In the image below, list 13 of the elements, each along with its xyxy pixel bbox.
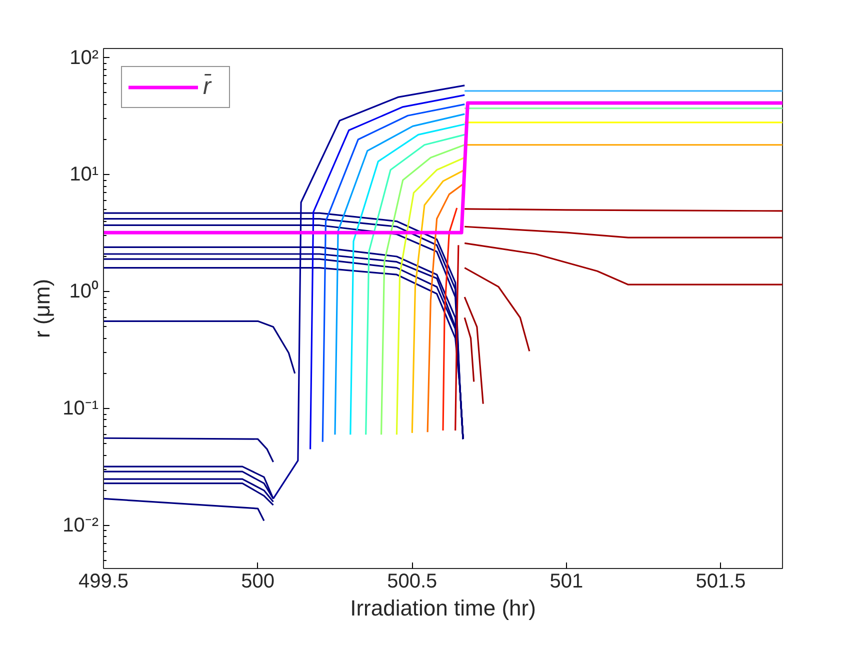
y-tick-label: 10⁻¹ [62,398,99,420]
y-tick-label: 10¹ [70,164,99,186]
x-tick-label: 500 [241,570,275,592]
y-tick-label: 10² [70,46,99,69]
legend-label: r̄ [203,73,213,101]
y-tick-label: 10⁰ [69,280,99,303]
y-axis-title: r (μm) [30,278,55,338]
y-tick-label: 10⁻² [62,514,99,537]
x-tick-label: 499.5 [78,570,129,592]
x-axis-title: Irradiation time (hr) [350,596,536,620]
x-tick-label: 501 [550,570,584,592]
x-tick-label: 501.5 [696,570,746,592]
x-tick-label: 500.5 [387,570,438,592]
